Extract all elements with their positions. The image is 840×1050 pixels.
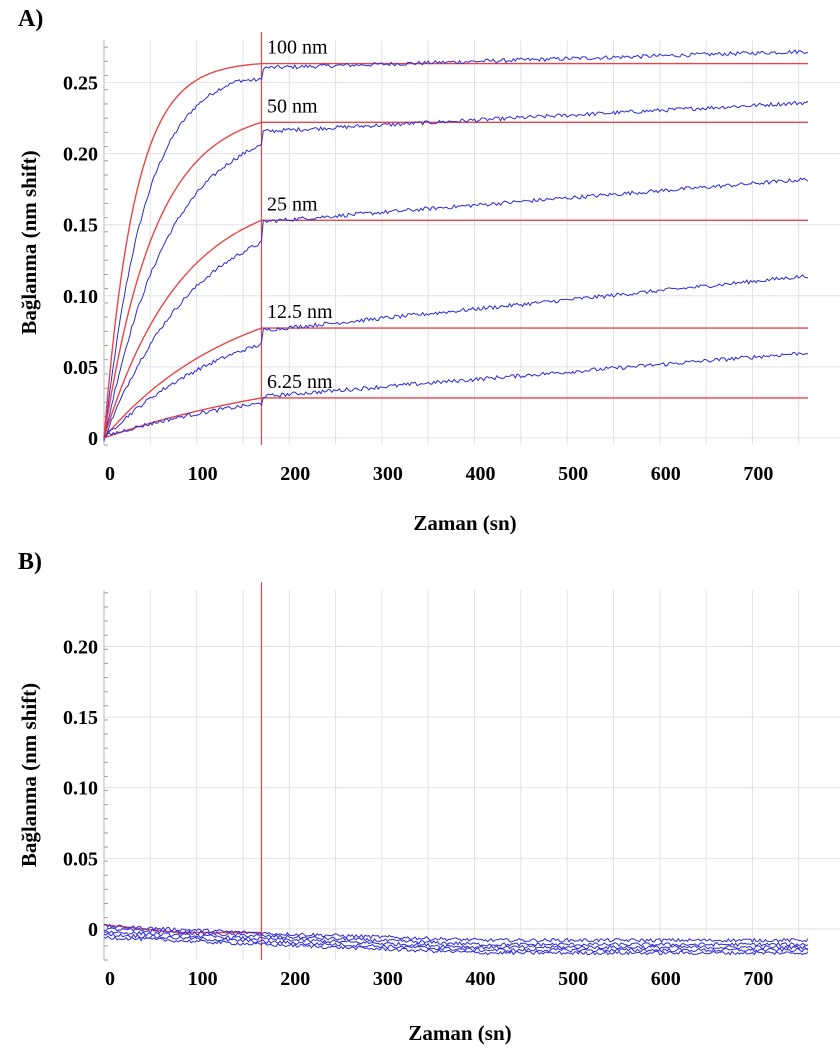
fit-curve (103, 219, 808, 439)
sensorgram-line (103, 923, 809, 943)
x-tick-label: 200 (280, 463, 310, 485)
x-tick-label: 700 (743, 968, 773, 990)
y-tick-label: 0.05 (63, 848, 98, 870)
fit-curve (103, 121, 808, 439)
series-label: 50 nm (267, 95, 318, 117)
y-tick-label: 0.15 (63, 707, 98, 729)
grid-lines (103, 40, 840, 446)
x-tick-label: 0 (105, 463, 115, 485)
x-axis-title: Zaman (sn) (408, 1021, 511, 1045)
fit-curve (103, 924, 262, 934)
y-tick-label: 0 (88, 428, 98, 450)
panel-b-label: B) (18, 549, 42, 575)
series-label: 25 nm (267, 193, 318, 215)
fit-curve (103, 327, 808, 439)
x-tick-label: 0 (105, 968, 115, 990)
series-label: 6.25 nm (267, 371, 333, 393)
chart-b: 0 0.05 0.10 0.15 0.20 0 100 200 300 400 500 600 700 Z… (17, 582, 840, 1045)
x-axis-title: Zaman (sn) (413, 511, 516, 535)
y-tick-label: 0.20 (63, 636, 98, 658)
series-label: 100 nm (267, 37, 328, 59)
sensorgram-line (103, 49, 809, 442)
sensorgram-line (103, 351, 809, 438)
chart-a: 0 0.05 0.10 0.15 0.20 0.25 0 100 200 300 400 500 600… (17, 32, 840, 535)
sensorgram-line (103, 274, 809, 439)
panel-a-label: A) (18, 6, 44, 32)
x-tick-label: 100 (188, 968, 218, 990)
grid-lines (103, 590, 840, 961)
x-tick-label: 300 (373, 463, 403, 485)
fit-curve (103, 62, 808, 438)
x-tick-label: 100 (188, 463, 218, 485)
y-tick-label: 0.25 (63, 73, 98, 95)
y-tick-label: 0.20 (63, 144, 98, 166)
x-tick-label: 300 (373, 968, 403, 990)
y-tick-label: 0 (88, 919, 98, 941)
x-tick-label: 400 (466, 463, 496, 485)
x-tick-label: 500 (558, 968, 588, 990)
y-tick-label: 0.05 (63, 357, 98, 379)
panel-a: 0 0.05 0.10 0.15 0.20 0.25 0 100 200 300 400 500 600… (17, 6, 840, 535)
x-tick-label: 500 (558, 463, 588, 485)
sensorgram-line (103, 100, 809, 441)
y-axis-title: Bağlanma (nm shift) (17, 683, 41, 867)
x-tick-label: 200 (280, 968, 310, 990)
y-tick-label: 0.10 (63, 778, 98, 800)
x-tick-label: 400 (466, 968, 496, 990)
panel-b: 0 0.05 0.10 0.15 0.20 0 100 200 300 400 500 600 700 Z… (0, 545, 840, 1050)
y-axis-title: Bağlanma (nm shift) (17, 150, 41, 334)
fit-curve (103, 397, 808, 439)
y-tick-label: 0.10 (63, 286, 98, 308)
sensorgram-line (103, 177, 809, 439)
sensorgram-line (103, 927, 809, 948)
sensorgram-line (103, 930, 809, 950)
x-tick-label: 600 (651, 968, 681, 990)
series-label: 12.5 nm (267, 301, 333, 323)
x-tick-label: 700 (743, 463, 773, 485)
y-tick-label: 0.15 (63, 215, 98, 237)
sensorgram-line (103, 932, 809, 953)
x-tick-label: 600 (651, 463, 681, 485)
sensorgram-line (103, 935, 809, 956)
